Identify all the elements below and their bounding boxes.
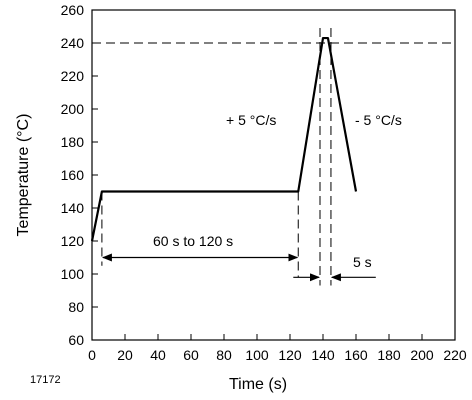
x-tick-label: 20 — [117, 347, 133, 363]
x-tick-label: 0 — [88, 347, 96, 363]
plot-area — [91, 9, 456, 341]
x-tick-label: 200 — [410, 347, 434, 363]
x-tick-label: 160 — [344, 347, 368, 363]
y-tick-label: 80 — [68, 299, 84, 315]
guide-lines — [92, 28, 455, 286]
x-tick-label: 180 — [377, 347, 401, 363]
x-tick-label: 100 — [245, 347, 269, 363]
ramp-up-label: + 5 °C/s — [226, 112, 276, 128]
x-axis-ticks: 0 20 40 60 80 100 120 140 160 180 200 220 — [88, 334, 467, 363]
y-tick-label: 160 — [61, 167, 85, 183]
temperature-profile-line — [90, 36, 358, 242]
plot-frame — [91, 9, 456, 341]
y-tick-label: 60 — [68, 332, 84, 348]
x-tick-label: 220 — [443, 347, 467, 363]
series-layer — [90, 36, 358, 242]
y-axis-ticks: 60 80 100 120 140 160 180 200 220 240 260 — [61, 2, 98, 348]
x-tick-label: 40 — [150, 347, 166, 363]
x-axis-title: Time (s) — [229, 376, 287, 393]
x-tick-label: 120 — [278, 347, 302, 363]
peak-duration-label: 5 s — [353, 254, 372, 270]
y-tick-label: 120 — [61, 233, 85, 249]
ramp-down-label: - 5 °C/s — [355, 112, 402, 128]
y-tick-label: 180 — [61, 134, 85, 150]
x-tick-label: 60 — [183, 347, 199, 363]
y-tick-label: 100 — [61, 266, 85, 282]
soak-duration-label: 60 s to 120 s — [153, 233, 233, 249]
x-tick-label: 80 — [216, 347, 232, 363]
y-tick-label: 260 — [61, 2, 85, 18]
y-axis-title: Temperature (°C) — [15, 114, 32, 237]
y-tick-label: 140 — [61, 200, 85, 216]
x-tick-label: 140 — [311, 347, 335, 363]
y-tick-label: 200 — [61, 101, 85, 117]
y-tick-label: 220 — [61, 68, 85, 84]
figure-id: 17172 — [30, 374, 61, 386]
y-tick-label: 240 — [61, 35, 85, 51]
